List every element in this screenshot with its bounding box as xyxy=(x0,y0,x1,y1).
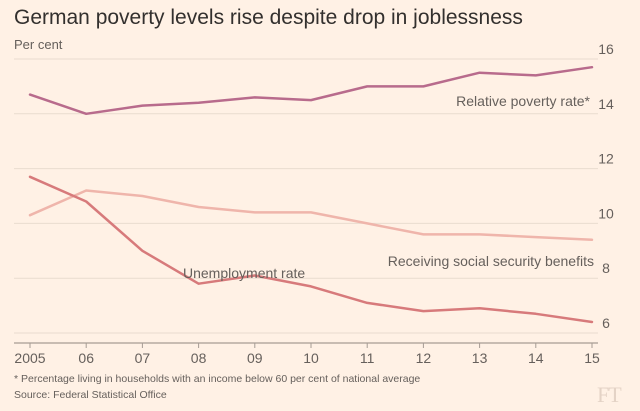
y-tick-label: 8 xyxy=(602,260,610,276)
y-axis-unit-label: Per cent xyxy=(14,37,63,52)
y-tick-label: 10 xyxy=(598,205,614,221)
x-tick-label: 14 xyxy=(528,350,544,366)
y-tick-label: 12 xyxy=(598,151,614,167)
x-tick-label: 09 xyxy=(247,350,263,366)
x-tick-label: 11 xyxy=(360,350,375,366)
source-note: Source: Federal Statistical Office xyxy=(14,389,167,401)
unemployment-line xyxy=(28,175,594,324)
unemployment-label: Unemployment rate xyxy=(183,265,305,281)
y-tick-label: 14 xyxy=(598,96,614,112)
y-tick-label: 16 xyxy=(598,41,614,57)
x-tick-label: 10 xyxy=(303,350,319,366)
poverty-rate-line xyxy=(28,65,594,116)
poverty-rate-label: Relative poverty rate* xyxy=(456,93,590,109)
x-tick-label: 12 xyxy=(416,350,432,366)
social-security-label: Receiving social security benefits xyxy=(388,253,594,269)
y-tick-label: 6 xyxy=(602,315,610,331)
x-tick-label: 15 xyxy=(584,350,600,366)
social-security-line xyxy=(28,189,594,242)
chart-title: German poverty levels rise despite drop … xyxy=(14,6,523,29)
x-tick-label: 06 xyxy=(78,350,94,366)
x-tick-label: 07 xyxy=(135,350,151,366)
ft-logo: FT xyxy=(597,382,622,407)
x-tick-label: 2005 xyxy=(14,350,45,366)
x-tick-label: 13 xyxy=(472,350,488,366)
x-tick-label: 08 xyxy=(191,350,207,366)
footnote: * Percentage living in households with a… xyxy=(14,373,421,385)
